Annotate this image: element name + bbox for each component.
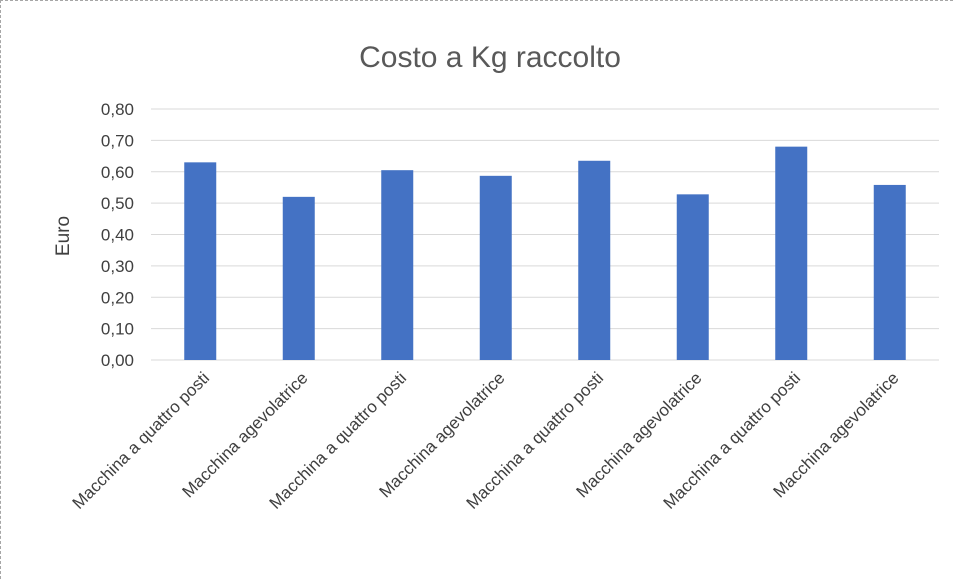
y-tick-label: 0,00	[101, 351, 134, 370]
bar	[381, 170, 414, 360]
bar	[578, 160, 611, 360]
y-tick-label: 0,30	[101, 257, 134, 276]
bar	[676, 194, 709, 360]
gridlines	[151, 108, 939, 361]
bars	[184, 146, 906, 360]
y-tick-label: 0,20	[101, 288, 134, 307]
bar	[873, 184, 906, 360]
y-tick-label: 0,70	[101, 131, 134, 150]
chart-title: Costo a Kg raccolto	[359, 41, 621, 74]
bar	[775, 146, 808, 360]
y-tick-label: 0,50	[101, 194, 134, 213]
bar	[282, 196, 315, 360]
y-axis-ticks: 0,00 0,10 0,20 0,30 0,40 0,50 0,60 0,70 0,80	[101, 100, 134, 370]
y-axis-label: Euro	[53, 216, 74, 256]
y-tick-label: 0,60	[101, 163, 134, 182]
y-tick-label: 0,80	[101, 100, 134, 119]
y-tick-label: 0,10	[101, 320, 134, 339]
bar	[479, 175, 512, 360]
bar	[184, 162, 217, 360]
y-tick-label: 0,40	[101, 226, 134, 245]
